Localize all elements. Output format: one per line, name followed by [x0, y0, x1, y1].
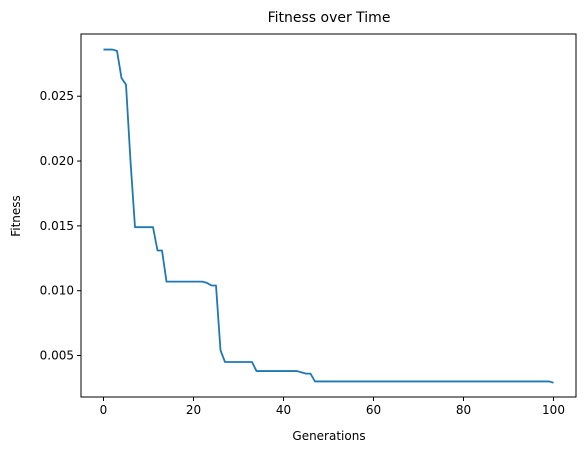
- plot-area: 0 20 40 60 80 100 0.005 0.010 0.015 0.020 0.025: [40, 33, 577, 417]
- x-tick-label: 20: [186, 403, 201, 417]
- series-line: [103, 48, 554, 384]
- x-tick-label: 80: [456, 403, 471, 417]
- y-tick-label: 0.005: [40, 349, 74, 363]
- y-axis: 0.005 0.010 0.015 0.020 0.025: [40, 89, 81, 363]
- y-tick-label: 0.025: [40, 89, 74, 103]
- y-axis-label: Fitness: [9, 195, 23, 237]
- x-tick-label: 100: [542, 403, 565, 417]
- x-tick-label: 60: [366, 403, 381, 417]
- chart-title: Fitness over Time: [268, 10, 391, 26]
- y-tick-label: 0.020: [40, 154, 74, 168]
- x-tick-label: 0: [100, 403, 108, 417]
- y-tick-label: 0.010: [40, 284, 74, 298]
- x-axis-label: Generations: [292, 429, 365, 443]
- y-tick-label: 0.015: [40, 219, 74, 233]
- axes-frame: [80, 33, 577, 398]
- x-axis: 0 20 40 60 80 100: [100, 397, 565, 417]
- x-tick-label: 40: [276, 403, 291, 417]
